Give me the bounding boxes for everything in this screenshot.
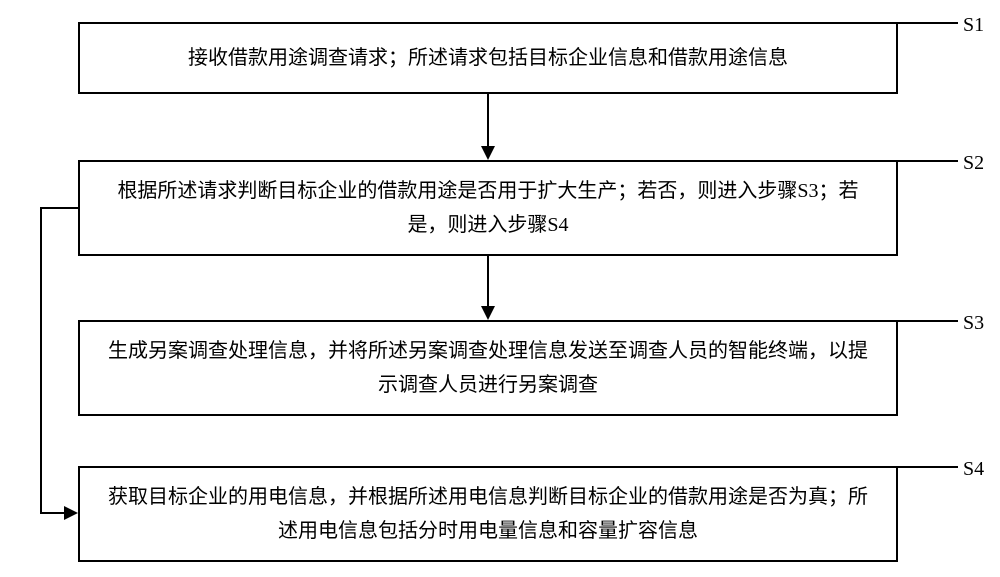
arrow-s2-s4-head xyxy=(64,506,78,520)
s3-leader xyxy=(898,320,958,322)
s1-leader xyxy=(898,22,958,24)
flowchart-container: 接收借款用途调查请求；所述请求包括目标企业信息和借款用途信息 S1 根据所述请求… xyxy=(0,0,1000,577)
arrow-s1-s2-line xyxy=(487,94,489,146)
step-s3-text: 生成另案调查处理信息，并将所述另案调查处理信息发送至调查人员的智能终端，以提示调… xyxy=(100,334,876,402)
step-s4-text: 获取目标企业的用电信息，并根据所述用电信息判断目标企业的借款用途是否为真；所述用… xyxy=(100,480,876,548)
arrow-s1-s2-head xyxy=(481,146,495,160)
arrow-s2-s3-head xyxy=(481,306,495,320)
step-s1-label: S1 xyxy=(963,14,984,37)
arrow-s2-s4-seg2 xyxy=(40,207,42,514)
step-s2-label: S2 xyxy=(963,152,984,175)
s4-leader xyxy=(898,466,958,468)
step-s1-text: 接收借款用途调查请求；所述请求包括目标企业信息和借款用途信息 xyxy=(188,41,788,75)
step-s2-text: 根据所述请求判断目标企业的借款用途是否用于扩大生产；若否，则进入步骤S3；若是，… xyxy=(100,174,876,242)
step-s4-box: 获取目标企业的用电信息，并根据所述用电信息判断目标企业的借款用途是否为真；所述用… xyxy=(78,466,898,562)
step-s3-label: S3 xyxy=(963,312,984,335)
step-s1-box: 接收借款用途调查请求；所述请求包括目标企业信息和借款用途信息 xyxy=(78,22,898,94)
arrow-s2-s3-line xyxy=(487,256,489,306)
step-s3-box: 生成另案调查处理信息，并将所述另案调查处理信息发送至调查人员的智能终端，以提示调… xyxy=(78,320,898,416)
s2-leader xyxy=(898,160,958,162)
step-s2-box: 根据所述请求判断目标企业的借款用途是否用于扩大生产；若否，则进入步骤S3；若是，… xyxy=(78,160,898,256)
step-s4-label: S4 xyxy=(963,458,984,481)
arrow-s2-s4-seg1 xyxy=(40,207,78,209)
arrow-s2-s4-seg3 xyxy=(40,512,64,514)
